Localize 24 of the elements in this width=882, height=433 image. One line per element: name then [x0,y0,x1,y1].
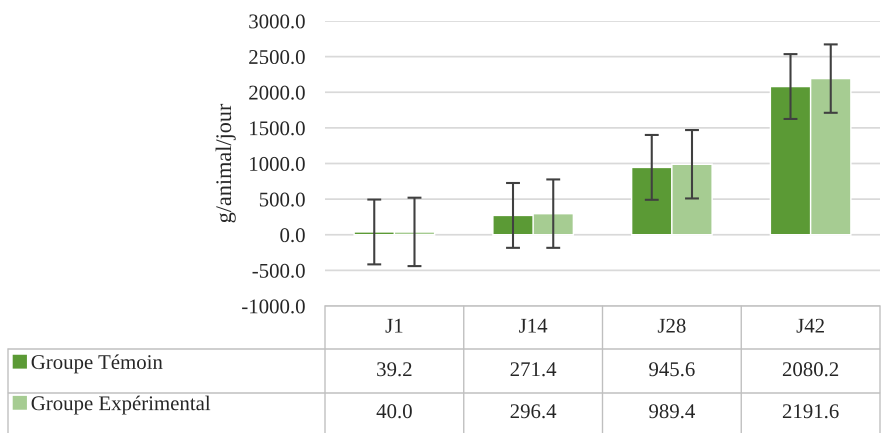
data-label: 945.6 [649,362,695,376]
data-label: 2080.2 [782,362,838,376]
data-label: 271.4 [510,362,556,376]
y-tick-label: 500.0 [260,192,305,207]
y-tick-label: -500.0 [252,264,305,278]
legend-label: Groupe Témoin [32,354,163,374]
x-tick-label: J42 [796,318,824,333]
x-tick-label: J28 [658,318,686,333]
x-tick-label: J1 [386,318,402,333]
y-tick-label: 2500.0 [249,50,305,64]
y-tick-label: 0.0 [280,228,305,242]
legend-label: Groupe Expérimental [32,396,210,415]
data-label: 39.2 [377,362,412,376]
y-tick-label: 1500.0 [250,121,305,136]
y-tick-label: 1000.0 [250,156,305,172]
data-label: 2191.6 [782,404,839,418]
data-label: 989.4 [649,404,695,418]
y-axis-title: g/animal/jour [216,104,236,222]
data-label: 296.4 [510,404,556,418]
y-tick-label: 2000.0 [249,86,305,100]
y-tick-label: -1000.0 [242,299,305,314]
x-tick-label: J14 [519,318,548,333]
data-label: 40.0 [376,404,412,418]
y-tick-label: 3000.0 [249,14,305,29]
